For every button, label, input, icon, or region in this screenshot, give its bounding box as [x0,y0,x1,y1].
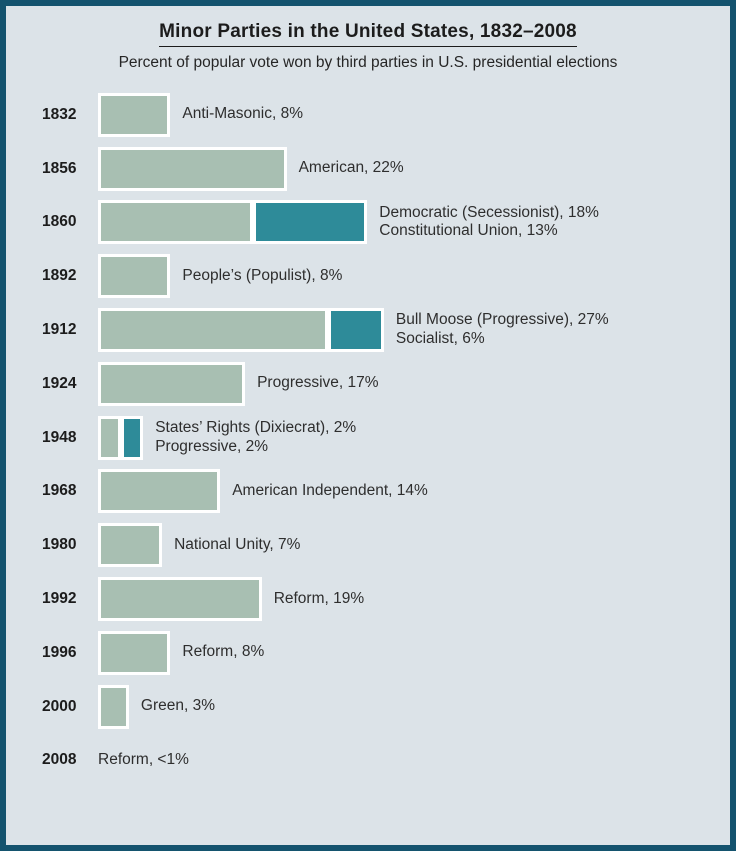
chart-title: Minor Parties in the United States, 1832… [159,21,577,47]
bar-group [98,415,144,460]
year-label: 2008 [42,751,77,769]
year-label: 1892 [42,267,77,285]
bar-segment-bull-moose-progressive [98,308,329,353]
year-label: 1924 [42,374,77,392]
bar-label: People’s (Populist), 8% [182,267,342,286]
bar-label: Progressive, 17% [257,374,378,393]
bar-label-line: Anti-Masonic, 8% [182,105,303,123]
chart-header: Minor Parties in the United States, 1832… [6,6,730,72]
bar-segment-progressive [98,361,246,406]
bar-group [98,361,246,406]
chart-rows: 1832 Anti-Masonic, 8% 1856 American, 22% 186… [6,88,730,787]
bar-group [98,630,171,675]
bar-group [98,523,163,568]
bar-segment-national-unity [98,523,163,568]
bar-label-line: States’ Rights (Dixiecrat), 2% [155,418,357,436]
chart-row-1892: 1892 People’s (Populist), 8% [6,249,730,303]
bar-segment-progressive [120,415,144,460]
bar-segment-constitutional-union [253,200,368,245]
bar-segment-green [98,684,129,729]
bar-label: Democratic (Secessionist), 18% Constituti… [379,204,599,242]
bar-label: American Independent, 14% [232,482,428,501]
chart-row-1856: 1856 American, 22% [6,142,730,196]
chart-row-1968: 1968 American Independent, 14% [6,465,730,519]
bar-label-line: American, 22% [298,159,404,177]
bar-label-line: Bull Moose (Progressive), 27% [395,311,609,329]
year-label: 1980 [42,536,77,554]
year-label: 1992 [42,590,77,608]
year-label: 1860 [42,213,77,231]
bar-label: National Unity, 7% [174,536,300,555]
year-label: 1948 [42,428,77,446]
bar-label-line: Reform, 8% [182,643,265,661]
bar-label-line: Progressive, 17% [257,374,379,392]
year-label: 1856 [42,159,77,177]
chart-row-1992: 1992 Reform, 19% [6,572,730,626]
bar-segment-reform [98,630,171,675]
bar-segment-people-s-populist [98,254,171,299]
bar-label-line: Reform, <1% [98,751,189,768]
chart-row-1924: 1924 Progressive, 17% [6,357,730,411]
bar-group [98,469,221,514]
year-label: 1912 [42,321,77,339]
year-label: 2000 [42,697,77,715]
bar-label-line: Constitutional Union, 13% [379,222,558,240]
bar-label: States’ Rights (Dixiecrat), 2% Progressiv… [155,419,356,457]
year-label: 1996 [42,643,77,661]
bar-segment-states-rights-dixiecrat [98,415,121,460]
bar-label: Green, 3% [141,697,215,716]
bar-label-line: National Unity, 7% [174,535,301,553]
bar-label: American, 22% [299,159,404,178]
year-label: 1968 [42,482,77,500]
chart-row-1948: 1948 States’ Rights (Dixiecrat), 2% Progre… [6,411,730,465]
chart-row-1912: 1912 Bull Moose (Progressive), 27% Sociali… [6,303,730,357]
bar-label: Bull Moose (Progressive), 27% Socialist, … [396,311,609,349]
bar-label: Anti-Masonic, 8% [182,105,303,124]
chart-row-1860: 1860 Democratic (Secessionist), 18% Consti… [6,196,730,250]
bar-label-line: Progressive, 2% [155,437,269,455]
year-label: 1832 [42,105,77,123]
bar-group [98,254,171,299]
bar-label: Reform, 19% [274,590,364,609]
chart-row-1980: 1980 National Unity, 7% [6,518,730,572]
bar-segment-american [98,146,287,191]
bar-label-line: American Independent, 14% [232,482,428,500]
bar-label-line: Socialist, 6% [395,330,485,348]
bar-group [98,92,171,137]
bar-label: Reform, <1% [98,751,189,770]
bar-segment-democratic-secessionist [98,200,254,245]
bar-group [98,308,384,353]
bar-label: Reform, 8% [182,643,264,662]
bar-group [98,577,262,622]
bar-group [98,146,287,191]
bar-segment-reform [98,577,262,622]
bar-segment-anti-masonic [98,92,171,137]
bar-group [98,684,129,729]
chart-row-1832: 1832 Anti-Masonic, 8% [6,88,730,142]
bar-segment-socialist [328,308,384,353]
bar-label-line: People’s (Populist), 8% [182,266,343,284]
bar-label-line: Green, 3% [140,697,215,715]
chart-row-2000: 2000 Green, 3% [6,680,730,734]
bar-label-line: Democratic (Secessionist), 18% [379,203,599,221]
chart-row-1996: 1996 Reform, 8% [6,626,730,680]
bar-group [98,200,368,245]
bar-label-line: Reform, 19% [273,589,365,607]
chart-subtitle: Percent of popular vote won by third par… [118,54,618,71]
chart-row-2008: 2008 Reform, <1% [6,734,730,788]
bar-segment-american-independent [98,469,221,514]
